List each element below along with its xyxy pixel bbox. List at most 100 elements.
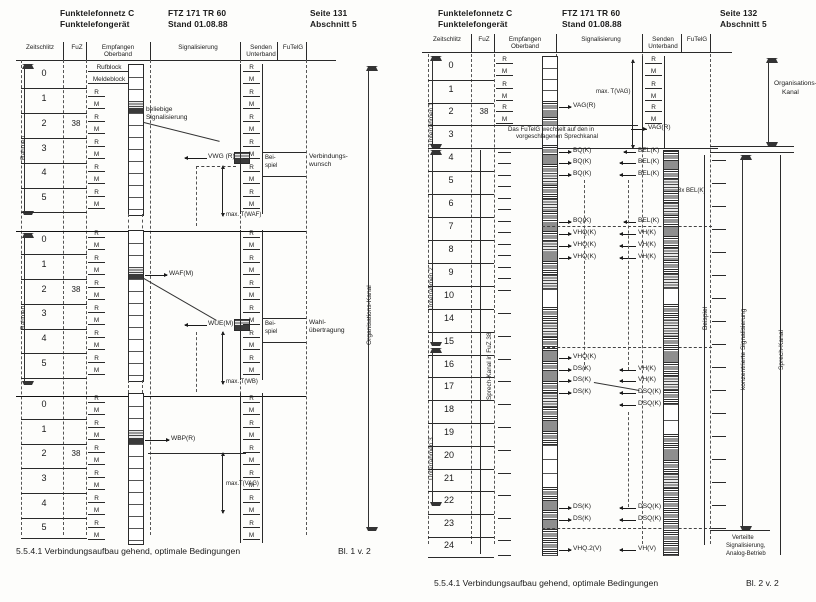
timer-guide [196, 332, 197, 392]
tx-block: M [243, 176, 260, 185]
colhdr-fuz: FuZ [71, 44, 83, 51]
slot-divider [428, 400, 494, 401]
tx-block: M [243, 342, 260, 351]
signal-label-beliebige-l1: beliebige [146, 106, 173, 113]
tx-rule [262, 393, 263, 543]
slot-number: 21 [443, 473, 454, 483]
rx-block: R [88, 114, 105, 123]
timer-label-vag: max. T(VAG) [596, 89, 631, 95]
burst-cell [129, 77, 143, 90]
slot-number: 0 [41, 234, 47, 244]
tx-block: R [243, 420, 260, 429]
slot-divider [21, 212, 87, 213]
futelg-tick [712, 298, 726, 299]
header-network-line2: Funktelefongerät [60, 18, 130, 29]
org-channel-bracket [366, 66, 379, 531]
slot-divider [428, 194, 494, 195]
rx-block: R [88, 420, 105, 429]
burst-cell [129, 291, 143, 304]
signal-label-dsq-2: DSQ(K) [638, 400, 662, 407]
zeitschlitz-rule [21, 60, 22, 535]
rx-tick [498, 336, 511, 337]
tx-block: M [243, 201, 260, 210]
burst-cell [129, 149, 143, 162]
burst-cell-ds [543, 407, 557, 422]
burst-cell [543, 445, 557, 460]
divider [240, 42, 241, 60]
rx-block: R [88, 520, 105, 529]
futelg-rule [710, 54, 711, 544]
arrow-bel-1 [623, 150, 636, 155]
colhdr-futelg: FuTelG [686, 36, 708, 43]
tx-rule [642, 56, 643, 148]
speech-channel-label: Sprech-Kanal [778, 330, 785, 370]
timer-label-waf: max. T(WAF) [226, 212, 262, 218]
tx-block: R [243, 330, 260, 339]
rx-tick [498, 540, 511, 541]
signalling-guide [628, 412, 629, 507]
rx-block: M [88, 126, 105, 135]
rx-block: M [496, 116, 513, 125]
sheet-number: Bl. 1 v. 2 [338, 546, 371, 556]
divider [306, 42, 307, 60]
subframe-dash-boundary [542, 528, 712, 529]
rx-block: R [88, 355, 105, 364]
frame-boundary [16, 231, 306, 232]
subframe-bracket-1 [430, 56, 443, 148]
rx-block: R [88, 230, 105, 239]
fuz-value: 38 [479, 107, 489, 116]
tx-block: R [243, 114, 260, 123]
subframe-label-2: Unterrahmen 2 [428, 267, 435, 310]
divider [63, 42, 64, 60]
burst-cell [543, 68, 557, 80]
signal-label-vh-3: VH(K) [638, 253, 656, 260]
slot-number: 2 [41, 284, 47, 294]
burst-cell [543, 323, 557, 338]
leader-line [143, 278, 217, 321]
rx-block: M [496, 93, 513, 102]
page-132: Funktelefonnetz C Funktelefongerät FTZ 1… [416, 0, 816, 602]
rx-block: M [88, 407, 105, 416]
org-channel-boundary [710, 146, 794, 147]
rx-block: M [496, 68, 513, 77]
slot-divider [428, 80, 494, 81]
slot-number: 7 [448, 221, 454, 231]
arrow-bq-3 [559, 173, 572, 178]
tx-block: M [645, 116, 662, 125]
signal-label-wbp: WBP(R) [171, 435, 196, 442]
tx-rule [240, 230, 241, 380]
rx-tick [498, 163, 511, 164]
rx-block: M [88, 151, 105, 160]
org-channel-label-l2: Kanal [782, 89, 799, 96]
colhdr-unterband: Unterband [648, 43, 678, 50]
slot-number: 5 [41, 358, 47, 368]
rx-block: R [88, 445, 105, 454]
slot-divider [428, 286, 494, 287]
header-page-number: Seite 132 [720, 8, 758, 18]
signal-label-vh-5: VH(K) [638, 376, 656, 383]
header-network: Funktelefonnetz C Funktelefongerät [60, 8, 134, 29]
burst-cell [664, 336, 678, 353]
arrow-bq-1 [559, 150, 572, 155]
rx-tick [498, 209, 511, 210]
tx-block: R [243, 164, 260, 173]
slot-number: 0 [448, 60, 454, 70]
slot-divider [21, 493, 87, 494]
sheet-number: Bl. 2 v. 2 [746, 578, 779, 588]
rx-block: R [496, 104, 513, 113]
header-standard: FTZ 171 TR 60 Stand 01.08.88 [562, 8, 622, 29]
slot-divider [428, 423, 494, 424]
colhdr-senden: Senden [250, 44, 272, 51]
signal-label-vag-note: VAG(R) [648, 124, 671, 131]
rx-block: R [88, 305, 105, 314]
speech-channel-rule [780, 155, 781, 555]
header-standard-code: FTZ 171 TR 60 [562, 8, 621, 18]
burst-cell-vh [664, 260, 678, 275]
slot-number: 3 [41, 473, 47, 483]
tx-rule [664, 56, 665, 148]
burst-cell [129, 327, 143, 340]
slot-divider [428, 469, 494, 470]
strip-continuation [142, 214, 143, 234]
futelg-tick [712, 344, 726, 345]
burst-cell [664, 420, 678, 435]
